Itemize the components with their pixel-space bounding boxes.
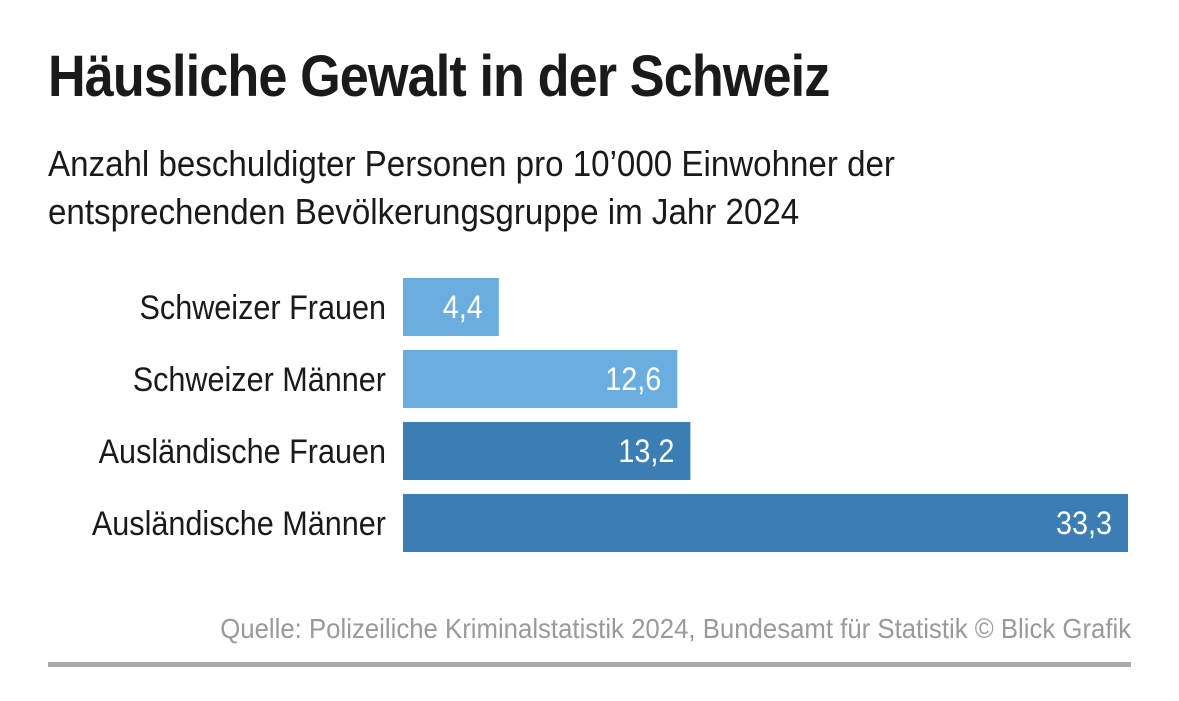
bar-2 bbox=[403, 350, 678, 408]
source-note: Quelle: Polizeiliche Kriminalstatistik 2… bbox=[220, 613, 1131, 644]
category-label-4: Ausländische Männer bbox=[92, 505, 386, 543]
value-label-1: 4,4 bbox=[443, 290, 483, 326]
bottom-divider bbox=[48, 662, 1131, 667]
bar-4 bbox=[403, 494, 1128, 552]
value-label-3: 13,2 bbox=[618, 434, 674, 470]
chart-subtitle-line-2: entsprechenden Bevölkerungsgruppe im Jah… bbox=[48, 191, 800, 232]
category-label-1: Schweizer Frauen bbox=[140, 289, 386, 327]
value-label-4: 33,3 bbox=[1056, 506, 1112, 542]
chart-title: Häusliche Gewalt in der Schweiz bbox=[48, 44, 830, 109]
bar-1 bbox=[403, 278, 499, 336]
chart-subtitle-line-1: Anzahl beschuldigter Personen pro 10’000… bbox=[48, 143, 895, 184]
category-label-2: Schweizer Männer bbox=[133, 361, 386, 399]
chart-subtitle: Anzahl beschuldigter Personen pro 10’000… bbox=[48, 140, 1148, 236]
value-label-2: 12,6 bbox=[605, 362, 661, 398]
category-label-3: Ausländische Frauen bbox=[99, 433, 386, 471]
bar-3 bbox=[403, 422, 691, 480]
